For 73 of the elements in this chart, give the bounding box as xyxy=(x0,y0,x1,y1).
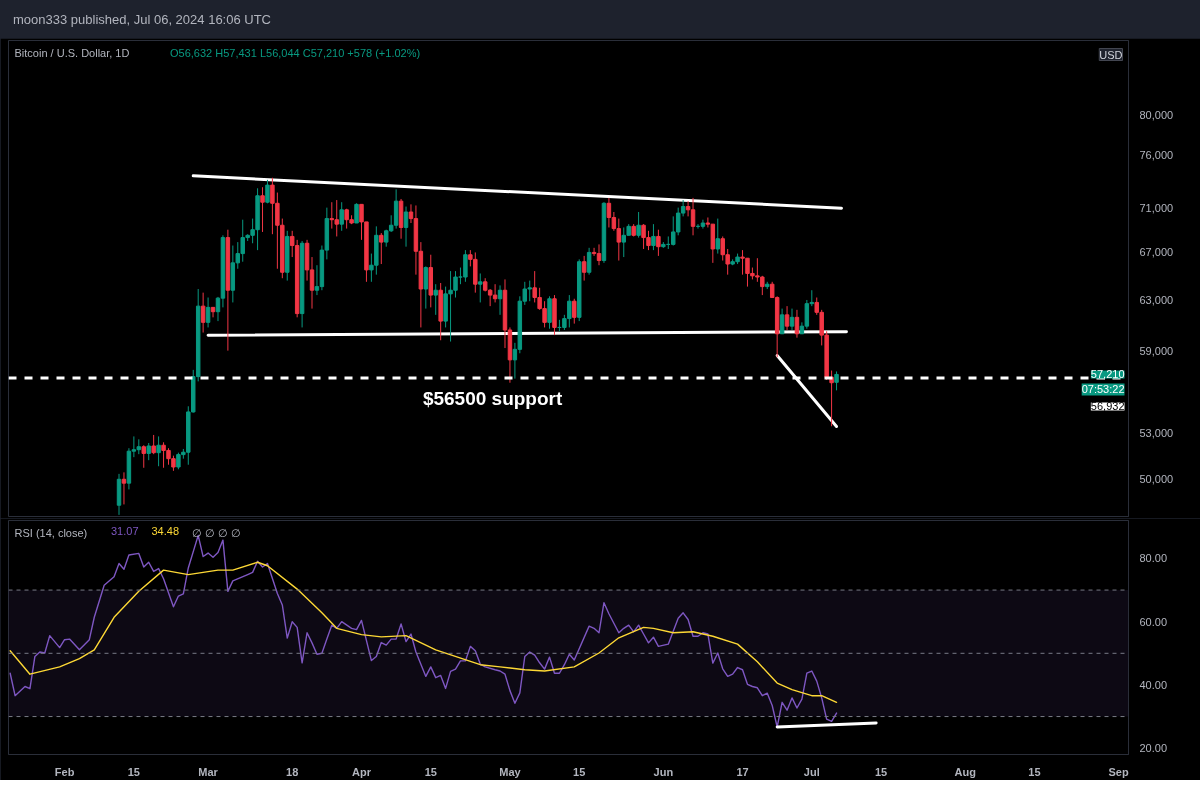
annotation: 56,932 xyxy=(1090,400,1125,413)
annotation: 34.48 xyxy=(151,524,180,537)
x-tick-label: 18 xyxy=(286,765,299,778)
candlestick xyxy=(715,218,721,255)
candlestick xyxy=(492,283,498,303)
candlestick xyxy=(200,292,206,334)
candlestick xyxy=(151,434,156,455)
candlestick xyxy=(205,297,211,328)
y-tick-label: 60.00 xyxy=(1139,615,1168,628)
x-tick-label: Mar xyxy=(198,765,219,778)
candlestick xyxy=(121,471,127,505)
candlestick xyxy=(834,370,839,391)
y-axis-title: USD xyxy=(1099,48,1123,61)
candlestick xyxy=(379,232,384,265)
annotation: O56,632 H57,431 L56,044 C57,210 +578 (+1.02%) xyxy=(170,46,421,59)
chart-subtitle: moon333 published, Jul 06, 2024 16:06 UTC xyxy=(13,11,272,29)
y-tick-label: 71,000 xyxy=(1139,201,1174,214)
candlestick xyxy=(463,249,468,283)
x-tick-label: Feb xyxy=(54,765,75,778)
candlestick xyxy=(804,299,810,330)
candlestick xyxy=(586,247,592,276)
annotation: ∅ ∅ ∅ ∅ xyxy=(192,526,242,539)
x-tick-label: 15 xyxy=(573,765,586,778)
candlestick xyxy=(329,201,335,230)
x-tick-label: 17 xyxy=(736,765,749,778)
y-tick-label: 50,000 xyxy=(1139,472,1174,485)
y-tick-label: 59,000 xyxy=(1139,344,1174,357)
candlestick xyxy=(354,202,359,224)
x-tick-label: 15 xyxy=(874,765,888,778)
y-tick-label: 63,000 xyxy=(1139,293,1174,306)
x-tick-label: Jul xyxy=(803,765,820,778)
candlestick xyxy=(572,298,577,325)
candlestick xyxy=(779,308,785,335)
candlestick xyxy=(651,223,656,251)
candlestick xyxy=(156,435,161,467)
candlestick xyxy=(690,197,696,236)
ref-line-label: $56500 support xyxy=(422,387,563,409)
text: Bitcoin / U.S. Dollar, 1D xyxy=(14,46,130,59)
y-tick-label: 40.00 xyxy=(1139,678,1168,691)
y-tick-label: 76,000 xyxy=(1139,149,1174,162)
candlestick xyxy=(784,305,790,331)
x-tick-label: Jun xyxy=(653,765,674,778)
y-tick-label: 80,000 xyxy=(1139,109,1174,122)
candlestick xyxy=(260,186,265,233)
x-tick-label: Apr xyxy=(352,765,372,778)
candlestick xyxy=(547,295,552,330)
x-tick-label: Sep xyxy=(1108,765,1129,778)
candlestick xyxy=(656,229,661,257)
annotation: 31.07 xyxy=(111,524,139,537)
x-tick-label: 15 xyxy=(1028,765,1041,778)
y-tick-label: 80.00 xyxy=(1139,552,1168,565)
candlestick xyxy=(478,272,483,303)
text: RSI (14, close) xyxy=(14,526,88,539)
y-tick-label: 20.00 xyxy=(1139,742,1168,755)
x-tick-label: 15 xyxy=(424,765,437,778)
candlestick xyxy=(423,265,429,310)
annotation: 07:53:22 xyxy=(1081,383,1125,396)
candlestick xyxy=(581,255,587,282)
x-tick-label: Aug xyxy=(954,765,976,778)
annotation: 57,210 xyxy=(1090,368,1125,381)
candlestick xyxy=(636,211,641,239)
x-tick-label: May xyxy=(499,765,522,778)
candlestick xyxy=(789,308,795,331)
y-tick-label: 67,000 xyxy=(1139,246,1174,259)
candlestick xyxy=(596,243,602,266)
candlestick xyxy=(141,444,146,469)
line-series xyxy=(9,561,838,704)
y-tick-label: 53,000 xyxy=(1139,427,1174,440)
candlestick xyxy=(433,283,438,316)
candlestick xyxy=(403,206,409,248)
candlestick xyxy=(606,197,612,228)
candlestick xyxy=(339,201,344,232)
x-tick-label: 15 xyxy=(127,765,140,778)
